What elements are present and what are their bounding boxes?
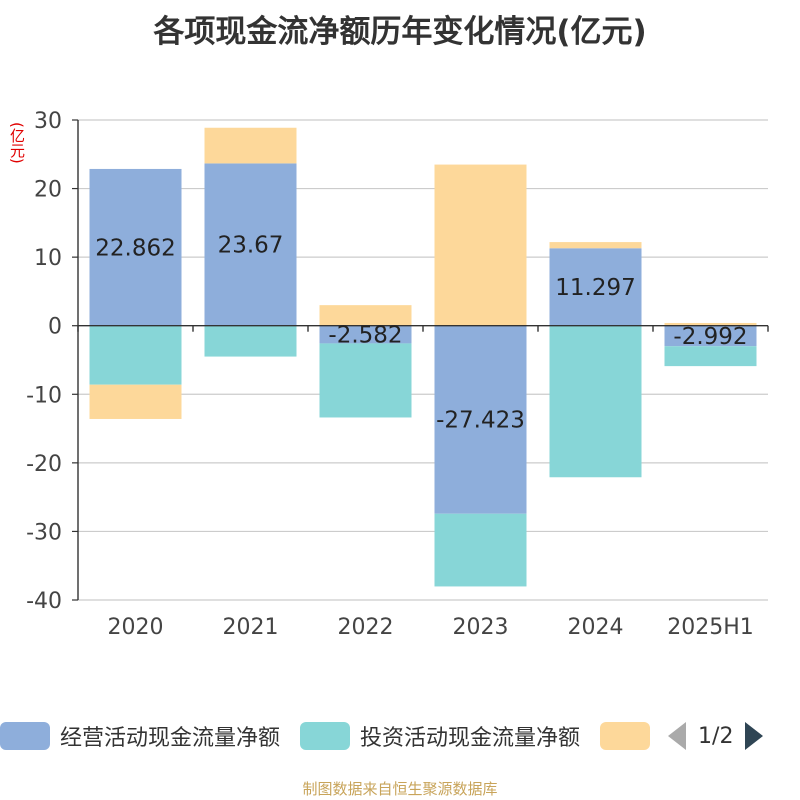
legend-next-arrow-icon[interactable] bbox=[745, 722, 764, 750]
bar-3-2025H1 bbox=[664, 322, 757, 326]
legend-item-investing[interactable]: 投资活动现金流量净额 bbox=[300, 720, 580, 752]
bar-3-2021 bbox=[204, 127, 297, 164]
x-tick-label: 2020 bbox=[108, 615, 164, 640]
x-tick-label: 2022 bbox=[338, 615, 394, 640]
bar-2-2023 bbox=[434, 513, 527, 587]
axes: 30 20 10 0 -10 -20 -30 -40 2020 2021 2022 2023 2024 2… bbox=[26, 109, 769, 640]
data-label: -2.992 bbox=[673, 324, 747, 350]
legend-item-operating[interactable]: 经营活动现金流量净额 bbox=[0, 720, 280, 752]
bar-1-2021 bbox=[204, 163, 297, 326]
y-tick-label: -30 bbox=[26, 520, 62, 545]
legend-page-indicator: 1/2 bbox=[698, 723, 734, 749]
legend-prev-arrow-icon[interactable] bbox=[668, 722, 687, 750]
x-tick-label: 2021 bbox=[223, 615, 279, 640]
bar-1-2020 bbox=[89, 168, 182, 326]
bar-1-2024 bbox=[549, 248, 642, 326]
bar-1-2023 bbox=[434, 325, 527, 514]
data-label: -27.423 bbox=[436, 408, 525, 434]
bar-chart: 30 20 10 0 -10 -20 -30 -40 2020 2021 2022 2023 2024 2… bbox=[26, 109, 769, 640]
x-tick-label: 2025H1 bbox=[667, 615, 754, 640]
legend: 经营活动现金流量净额 投资活动现金流量净额 1/2 bbox=[0, 714, 800, 758]
legend-swatch-third-series bbox=[600, 722, 651, 750]
y-tick-label: -40 bbox=[26, 589, 62, 614]
y-tick-label: 20 bbox=[34, 178, 62, 203]
bar-3-2020 bbox=[89, 384, 182, 419]
bar-1-2022 bbox=[319, 325, 412, 344]
y-tick-label: 0 bbox=[48, 315, 62, 340]
y-tick-label: 10 bbox=[34, 246, 62, 271]
bar-group bbox=[89, 127, 757, 587]
legend-label-operating: 经营活动现金流量净额 bbox=[60, 726, 281, 751]
data-labels: 22.862 23.67 -2.582 -27.423 11.297 -2.992 bbox=[95, 233, 747, 434]
legend-label-investing: 投资活动现金流量净额 bbox=[360, 726, 581, 751]
y-axis-unit-label: (亿元) bbox=[8, 122, 26, 164]
bar-2-2022 bbox=[319, 343, 412, 418]
data-label: -2.582 bbox=[328, 323, 402, 349]
y-tick-label: 30 bbox=[34, 109, 62, 134]
bar-2-2021 bbox=[204, 325, 297, 357]
data-label: 22.862 bbox=[95, 235, 175, 261]
x-tick-label: 2023 bbox=[453, 615, 509, 640]
grid-lines bbox=[78, 119, 768, 601]
y-tick-label: -20 bbox=[26, 452, 62, 477]
x-tick-label: 2024 bbox=[568, 615, 624, 640]
legend-item-third-series[interactable] bbox=[600, 722, 651, 750]
legend-swatch-operating bbox=[0, 722, 50, 750]
y-tick-label: -10 bbox=[26, 383, 62, 408]
legend-swatch-investing bbox=[300, 722, 351, 750]
bar-2-2024 bbox=[549, 325, 642, 478]
bar-2-2025H1 bbox=[664, 346, 757, 367]
bar-3-2022 bbox=[319, 305, 412, 326]
data-label: 11.297 bbox=[555, 275, 635, 301]
bar-1-2025H1 bbox=[664, 325, 757, 347]
bar-2-2020 bbox=[89, 325, 182, 385]
legend-pager: 1/2 bbox=[668, 722, 764, 750]
data-label: 23.67 bbox=[218, 233, 284, 259]
bar-3-2023 bbox=[434, 164, 527, 326]
chart-title: 各项现金流净额历年变化情况(亿元) bbox=[153, 14, 647, 50]
data-source-note: 制图数据来自恒生聚源数据库 bbox=[302, 780, 498, 798]
bar-3-2024 bbox=[549, 242, 642, 249]
